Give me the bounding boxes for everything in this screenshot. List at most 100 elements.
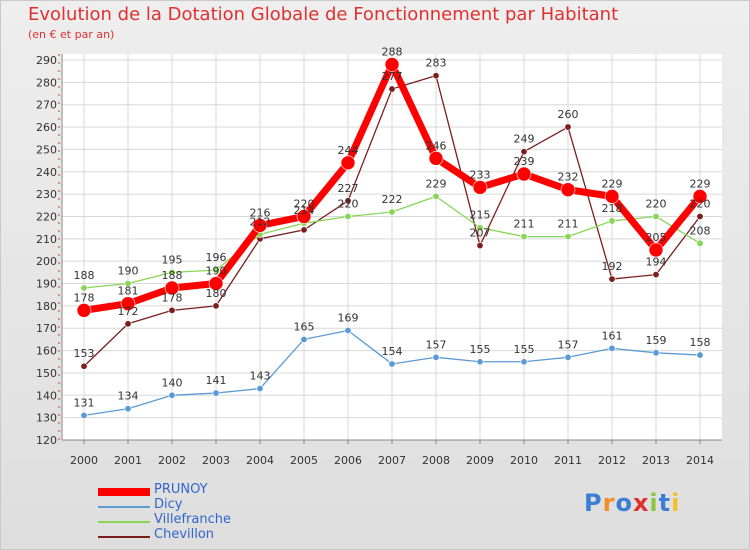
data-label-prunoy: 220	[294, 197, 315, 210]
point-villefranche	[608, 217, 616, 225]
y-tick-label: 180	[36, 300, 57, 313]
data-label-dicy: 155	[514, 343, 535, 356]
data-label-villefranche: 229	[426, 177, 447, 190]
data-label-villefranche: 220	[338, 197, 359, 210]
data-label-prunoy: 229	[602, 177, 623, 190]
x-tick-label: 2001	[114, 454, 142, 467]
point-prunoy	[560, 182, 576, 197]
data-label-prunoy: 246	[426, 139, 447, 152]
x-tick-label: 2012	[598, 454, 626, 467]
data-label-chevillon: 260	[558, 108, 579, 121]
y-tick-label: 290	[36, 54, 57, 67]
data-label-villefranche: 208	[690, 224, 711, 237]
y-tick-label: 220	[36, 210, 57, 223]
y-tick-label: 250	[36, 143, 57, 156]
legend-swatch	[98, 488, 150, 496]
point-chevillon	[520, 148, 528, 156]
x-tick-label: 2003	[202, 454, 230, 467]
data-label-dicy: 169	[338, 311, 359, 324]
y-tick-label: 210	[36, 233, 57, 246]
point-villefranche	[212, 266, 220, 274]
data-label-chevillon: 180	[206, 287, 227, 300]
logo-letter: r	[602, 489, 616, 517]
point-villefranche	[520, 233, 528, 241]
data-labels: 153 172 178 180 227 277 283 207 249 260 192 194 220 1…	[74, 45, 711, 409]
grid	[62, 54, 722, 441]
x-tick-label: 2008	[422, 454, 450, 467]
data-label-villefranche: 212	[250, 215, 271, 228]
logo-letter: i	[649, 489, 659, 517]
logo-letter: x	[632, 489, 650, 517]
data-label-dicy: 154	[382, 345, 403, 358]
line-chart: 120 130 140 150 160 170 180 190 200 210 220 230 240 2…	[36, 45, 722, 467]
point-dicy	[652, 349, 660, 357]
point-chevillon	[564, 123, 572, 131]
point-villefranche	[168, 268, 176, 276]
y-tick-label: 240	[36, 166, 57, 179]
legend-swatch	[98, 506, 150, 508]
point-prunoy	[164, 280, 180, 296]
data-label-dicy: 143	[250, 370, 271, 383]
data-label-chevillon: 249	[514, 133, 535, 146]
data-label-prunoy: 178	[74, 291, 95, 304]
data-label-dicy: 155	[470, 343, 491, 356]
data-label-dicy: 131	[74, 396, 95, 409]
data-label-prunoy: 233	[470, 168, 491, 181]
data-label-villefranche: 220	[646, 197, 667, 210]
point-chevillon	[344, 197, 352, 205]
logo-letter: t	[658, 489, 672, 517]
axes: 120 130 140 150 160 170 180 190 200 210 220 230 240 2…	[36, 54, 722, 467]
data-label-villefranche: 218	[602, 202, 623, 215]
point-dicy	[476, 358, 484, 366]
y-tick-label: 130	[36, 412, 57, 425]
data-label-dicy: 161	[602, 329, 623, 342]
point-chevillon	[168, 306, 176, 314]
logo-letter: i	[671, 489, 681, 517]
data-label-chevillon: 277	[382, 70, 403, 83]
y-tick-label: 140	[36, 389, 57, 402]
point-dicy	[696, 351, 704, 359]
data-label-dicy: 165	[294, 320, 315, 333]
data-label-dicy: 159	[646, 334, 667, 347]
point-chevillon	[696, 212, 704, 220]
x-tick-label: 2011	[554, 454, 582, 467]
data-label-prunoy: 232	[558, 171, 579, 184]
data-label-dicy: 157	[558, 338, 579, 351]
point-chevillon	[608, 275, 616, 283]
point-prunoy	[516, 166, 532, 182]
data-label-prunoy: 205	[646, 231, 667, 244]
data-label-villefranche: 195	[162, 253, 183, 266]
data-label-dicy: 140	[162, 376, 183, 389]
point-villefranche	[344, 212, 352, 220]
y-tick-label: 160	[36, 345, 57, 358]
y-tick-label: 150	[36, 367, 57, 380]
point-dicy	[80, 411, 88, 419]
point-dicy	[300, 335, 308, 343]
x-tick-label: 2007	[378, 454, 406, 467]
legend-label: Dicy	[154, 497, 183, 512]
y-tick-label: 260	[36, 121, 57, 134]
data-label-prunoy: 239	[514, 155, 535, 168]
point-villefranche	[80, 284, 88, 292]
logo-letter: P	[584, 489, 603, 517]
y-tick-label: 170	[36, 322, 57, 335]
data-label-villefranche: 196	[206, 251, 227, 264]
point-dicy	[388, 360, 396, 368]
x-tick-label: 2014	[686, 454, 714, 467]
data-label-chevillon: 178	[162, 291, 183, 304]
data-label-villefranche: 222	[382, 193, 403, 206]
data-label-chevillon: 227	[338, 182, 359, 195]
point-villefranche	[696, 239, 704, 247]
data-label-prunoy: 229	[690, 177, 711, 190]
point-chevillon	[80, 362, 88, 370]
data-label-prunoy: 190	[206, 265, 227, 278]
point-prunoy	[208, 276, 224, 291]
point-chevillon	[212, 302, 220, 310]
point-chevillon	[124, 320, 132, 328]
chart-subtitle: (en € et par an)	[28, 28, 115, 41]
point-dicy	[344, 326, 352, 334]
logo-letter: o	[615, 489, 633, 517]
data-label-chevillon: 192	[602, 260, 623, 273]
point-prunoy	[692, 189, 708, 204]
point-prunoy	[604, 189, 620, 204]
